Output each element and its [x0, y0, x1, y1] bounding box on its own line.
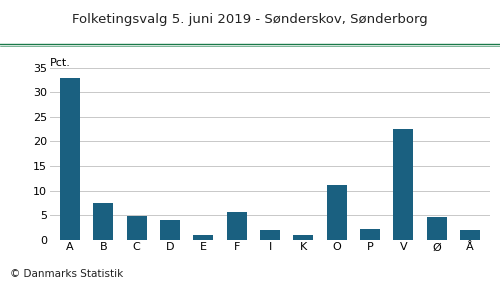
Bar: [294, 235, 314, 240]
Bar: [126, 216, 146, 240]
Bar: [94, 203, 114, 240]
Bar: [60, 78, 80, 240]
Text: © Danmarks Statistik: © Danmarks Statistik: [10, 269, 123, 279]
Bar: [394, 129, 413, 240]
Bar: [326, 185, 346, 240]
Bar: [460, 230, 480, 240]
Bar: [194, 235, 214, 240]
Bar: [226, 212, 246, 240]
Bar: [260, 230, 280, 240]
Text: Pct.: Pct.: [50, 58, 71, 68]
Bar: [426, 217, 446, 240]
Bar: [360, 229, 380, 240]
Text: Folketingsvalg 5. juni 2019 - Sønderskov, Sønderborg: Folketingsvalg 5. juni 2019 - Sønderskov…: [72, 13, 428, 26]
Bar: [160, 220, 180, 240]
